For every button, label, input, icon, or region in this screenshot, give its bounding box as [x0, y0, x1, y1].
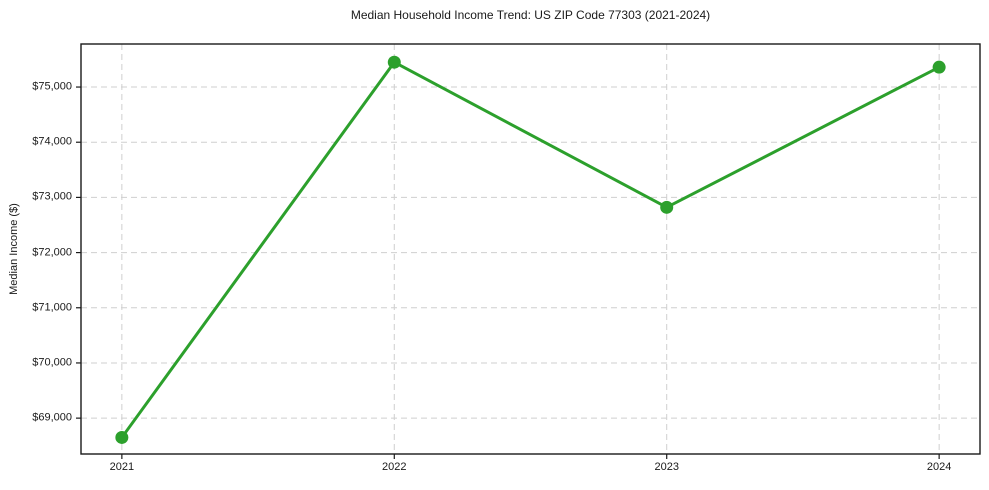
data-point-marker	[387, 55, 401, 69]
x-tick-label: 2022	[382, 461, 407, 473]
data-point-marker	[660, 200, 674, 214]
x-tick-label: 2021	[109, 461, 135, 473]
y-tick-label: $74,000	[32, 135, 72, 148]
plot-frame	[80, 43, 981, 455]
income-trend-line	[120, 60, 941, 439]
y-tick-label: $75,000	[32, 80, 72, 93]
y-tick-label: $71,000	[32, 301, 72, 314]
y-tick-label: $72,000	[32, 246, 72, 259]
data-point-marker	[115, 430, 129, 444]
y-tick-label: $70,000	[32, 356, 72, 369]
data-point-marker	[932, 60, 946, 74]
chart-title: Median Household Income Trend: US ZIP Co…	[350, 8, 711, 22]
x-tick-label: 2024	[926, 461, 952, 473]
y-tick-label: $69,000	[32, 411, 72, 424]
x-tick-label: 2023	[654, 461, 679, 473]
y-tick-label: $73,000	[32, 190, 72, 203]
